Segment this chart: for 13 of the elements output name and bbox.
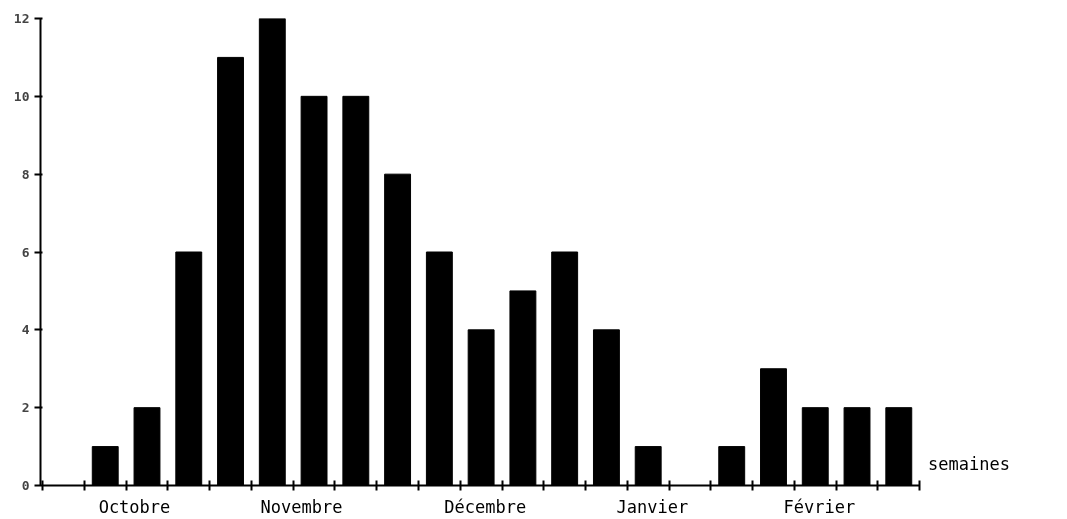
y-tick-label: 2 — [21, 400, 30, 416]
text: Décembre — [444, 496, 527, 517]
text: Février — [783, 496, 856, 517]
text: Octobre — [98, 496, 171, 517]
text: Novembre — [260, 496, 343, 517]
y-tick-label: 8 — [21, 166, 30, 182]
y-tick-label: 6 — [21, 244, 30, 260]
y-tick-label: 0 — [21, 478, 30, 493]
y-tick-label: 10 — [13, 88, 30, 104]
x-axis-title: semaines — [928, 453, 1010, 474]
y-tick-label: 4 — [21, 322, 30, 338]
y-tick-label: 12 — [13, 11, 30, 26]
text: Janvier — [616, 496, 689, 517]
